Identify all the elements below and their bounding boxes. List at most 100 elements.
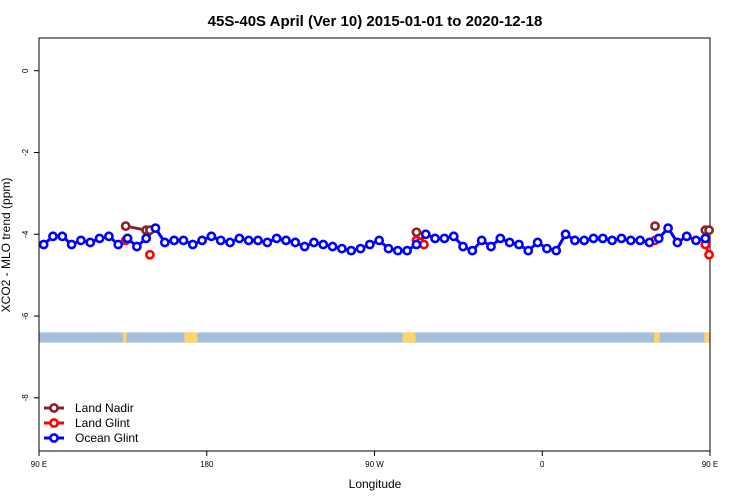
legend-marker: [49, 403, 59, 413]
ocean-glint-point: [644, 237, 655, 248]
ocean-glint-point: [458, 241, 468, 252]
ocean-glint-point: [327, 241, 338, 252]
ocean-glint-point: [262, 237, 273, 248]
ocean-glint-point: [691, 235, 701, 246]
ocean-glint-point: [560, 229, 571, 240]
x-axis-label: Longitude: [349, 477, 402, 491]
land-span: [402, 332, 416, 343]
ocean-glint-point: [616, 233, 627, 244]
ocean-glint-point: [486, 241, 496, 252]
ocean-glint-point: [131, 241, 142, 252]
legend-item-ocean-glint: Ocean Glint: [44, 431, 139, 445]
ocean-glint-point: [113, 239, 124, 250]
ocean-glint-point: [150, 223, 161, 234]
ocean-glint-point: [420, 229, 431, 240]
land-ocean-strip: [39, 332, 710, 343]
ocean-glint-point: [542, 243, 552, 254]
y-tick-label: 0: [21, 68, 30, 73]
ocean-glint-point: [355, 243, 366, 254]
ocean-glint-point: [243, 235, 254, 246]
ocean-glint-point: [336, 243, 347, 254]
ocean-glint-point: [439, 233, 450, 244]
x-tick-label: 90 E: [31, 460, 47, 469]
x-axis: 90 E 180 90 W 0 90 E: [31, 451, 718, 469]
land-glint-point: [145, 249, 155, 260]
ocean-glint-point: [663, 223, 673, 234]
ocean-glint-point: [318, 239, 329, 250]
ocean-glint-point: [309, 237, 319, 248]
ocean-glint-point: [597, 233, 608, 244]
ocean-glint-point: [364, 239, 375, 250]
ocean-glint-point: [57, 231, 68, 242]
ocean-strip: [39, 332, 710, 343]
ocean-glint-point: [504, 237, 515, 248]
ocean-glint-point: [635, 235, 646, 246]
ocean-glint-point: [411, 239, 422, 250]
chart-title: 45S-40S April (Ver 10) 2015-01-01 to 202…: [208, 13, 543, 30]
ocean-glint-point: [159, 237, 170, 248]
ocean-glint-point: [346, 245, 357, 256]
land-nadir-point: [120, 221, 131, 231]
land-nadir-point: [411, 227, 422, 238]
land-span: [184, 332, 198, 343]
x-tick-label: 0: [540, 460, 545, 469]
ocean-glint-point: [66, 239, 77, 250]
y-tick-label: -6: [21, 312, 30, 320]
ocean-glint-point: [383, 243, 394, 254]
ocean-glint-point: [281, 235, 291, 246]
legend-label: Ocean Glint: [75, 431, 139, 445]
ocean-glint-point: [672, 237, 683, 248]
ocean-glint-point: [569, 235, 580, 246]
ocean-glint-point: [430, 233, 440, 244]
ocean-glint-point: [299, 241, 310, 252]
land-span: [122, 332, 127, 343]
y-axis-label: XCO2 - MLO trend (ppm): [0, 178, 13, 313]
y-tick-label: -4: [21, 230, 30, 238]
land-glint-point: [704, 249, 714, 260]
ocean-glint-point: [253, 235, 263, 246]
ocean-glint-point: [234, 233, 245, 244]
ocean-glint-point: [178, 235, 189, 246]
ocean-glint-point: [94, 233, 105, 244]
ocean-glint-point: [495, 233, 506, 244]
ocean-glint-point: [551, 245, 562, 256]
ocean-glint-point: [187, 239, 198, 250]
ocean-glint-markers: [38, 223, 711, 256]
ocean-glint-point: [476, 235, 487, 246]
ocean-glint-point: [467, 245, 478, 256]
ocean-glint-point: [122, 233, 133, 244]
ocean-glint-point: [402, 245, 413, 256]
land-span: [704, 332, 710, 343]
land-nadir-point: [650, 221, 660, 231]
x-tick-label: 180: [200, 460, 214, 469]
ocean-glint-point: [448, 231, 459, 242]
ocean-glint-point: [85, 237, 96, 248]
ocean-glint-point: [588, 233, 599, 244]
ocean-glint-point: [76, 235, 86, 246]
ocean-glint-point: [523, 245, 534, 256]
ocean-glint-point: [141, 233, 152, 244]
y-axis: 0 -2 -4 -6 -8: [21, 68, 39, 401]
ocean-glint-point: [215, 235, 226, 246]
ocean-glint-point: [38, 239, 49, 250]
ocean-glint-point: [700, 233, 711, 244]
ocean-glint-point: [625, 235, 636, 246]
ocean-glint-point: [169, 235, 180, 246]
x-tick-label: 90 E: [702, 460, 718, 469]
ocean-glint-point: [579, 235, 590, 246]
legend-marker: [49, 418, 59, 428]
ocean-glint-point: [374, 235, 385, 246]
ocean-glint-point: [653, 233, 664, 244]
legend-label: Land Glint: [75, 416, 130, 430]
legend-item-land-glint: Land Glint: [44, 416, 130, 430]
x-tick-label: 90 W: [365, 460, 384, 469]
legend-marker: [49, 433, 59, 443]
ocean-glint-point: [197, 235, 207, 246]
ocean-glint-point: [514, 239, 524, 250]
ocean-glint-point: [271, 233, 282, 244]
y-tick-label: -2: [21, 148, 30, 156]
legend-label: Land Nadir: [75, 401, 134, 415]
ocean-glint-point: [681, 231, 692, 242]
